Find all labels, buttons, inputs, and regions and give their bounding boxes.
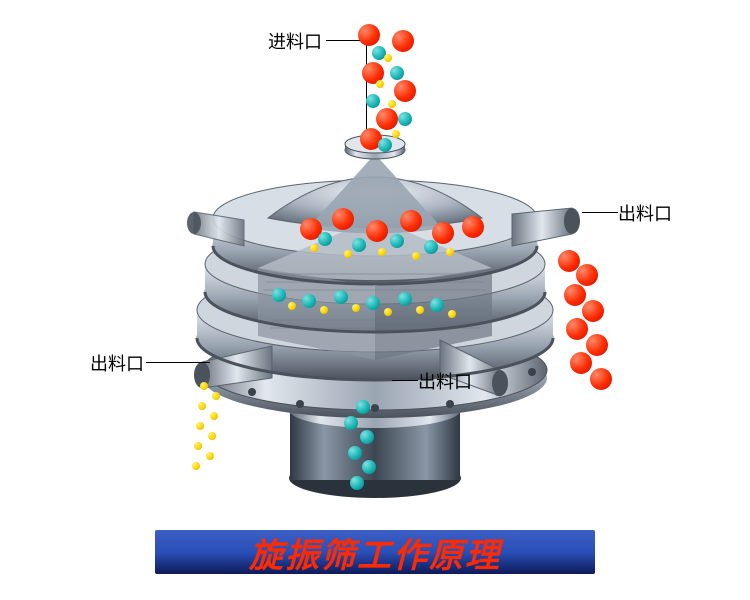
particle-teal <box>352 238 366 252</box>
particle-red <box>564 284 586 306</box>
particle-teal <box>430 298 444 312</box>
particle-teal <box>424 240 438 254</box>
label-inlet: 进料口 <box>268 28 322 54</box>
particle-red <box>570 352 592 374</box>
particle-red <box>366 220 388 242</box>
particle-yellow <box>288 302 296 310</box>
particle-red <box>586 334 608 356</box>
leader-line <box>146 362 210 363</box>
particle-yellow <box>376 80 384 88</box>
particle-yellow <box>384 54 392 62</box>
particle-teal <box>398 292 412 306</box>
particle-yellow <box>320 306 328 314</box>
particle-yellow <box>344 250 352 258</box>
particle-yellow <box>416 306 424 314</box>
diagram-title: 旋振筛工作原理 <box>155 528 595 577</box>
particle-yellow <box>392 130 400 138</box>
particle-yellow <box>310 244 318 252</box>
particle-yellow <box>212 392 220 400</box>
particle-yellow <box>388 100 396 108</box>
particle-red <box>590 368 612 390</box>
particle-teal <box>356 400 370 414</box>
particle-yellow <box>200 382 208 390</box>
particle-red <box>582 300 604 322</box>
particle-yellow <box>412 252 420 260</box>
particle-teal <box>302 294 316 308</box>
particle-red <box>332 208 354 230</box>
particle-yellow <box>448 310 456 318</box>
leader-line <box>582 212 618 213</box>
particle-teal <box>318 232 332 246</box>
particle-teal <box>366 296 380 310</box>
particle-teal <box>390 234 404 248</box>
particle-teal <box>272 288 286 302</box>
particle-red <box>576 264 598 286</box>
particle-teal <box>390 66 404 80</box>
label-outlet-left: 出料口 <box>90 350 144 376</box>
particle-yellow <box>378 248 386 256</box>
particle-red <box>358 24 380 46</box>
particle-teal <box>344 416 358 430</box>
particle-yellow <box>192 462 200 470</box>
particle-red <box>394 80 416 102</box>
particle-teal <box>398 112 412 126</box>
particle-yellow <box>198 402 206 410</box>
particle-yellow <box>208 432 216 440</box>
particle-teal <box>366 94 380 108</box>
leader-line <box>392 380 418 381</box>
particle-red <box>376 108 398 130</box>
particle-yellow <box>384 308 392 316</box>
particle-red <box>462 216 484 238</box>
particle-red <box>566 318 588 340</box>
particle-teal <box>350 476 364 490</box>
particle-teal <box>334 290 348 304</box>
particle-yellow <box>446 248 454 256</box>
particle-teal <box>362 460 376 474</box>
particle-yellow <box>194 442 202 450</box>
particle-red <box>392 30 414 52</box>
particle-yellow <box>196 422 204 430</box>
particle-yellow <box>206 452 214 460</box>
particle-teal <box>348 446 362 460</box>
particle-teal <box>378 138 392 152</box>
leader-line <box>366 40 367 140</box>
label-outlet-center: 出料口 <box>418 368 472 394</box>
particle-red <box>400 210 422 232</box>
particle-teal <box>360 430 374 444</box>
particle-yellow <box>352 304 360 312</box>
label-outlet-right: 出料口 <box>618 200 672 226</box>
particle-yellow <box>210 412 218 420</box>
